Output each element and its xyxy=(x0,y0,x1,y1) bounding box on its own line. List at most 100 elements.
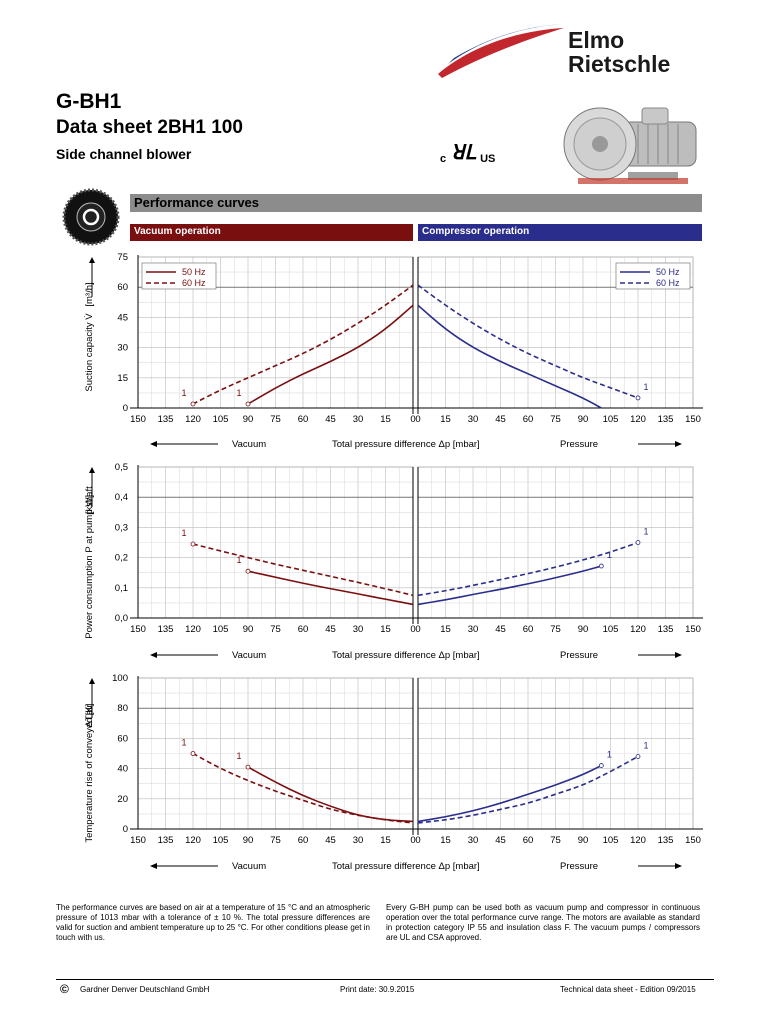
chart3-endpoint-label: 1 xyxy=(607,750,612,760)
brand-name: Elmo Rietschle xyxy=(568,28,670,76)
chart2-left-label: Vacuum xyxy=(232,650,266,661)
chart2-compressor-series-50hz xyxy=(417,565,602,606)
chart2-endpoint-label: 1 xyxy=(643,527,648,537)
chart2-x-tick-label-left: 75 xyxy=(270,624,281,635)
chart1-endpoint-marker xyxy=(245,401,251,407)
vacuum-operation-label: Vacuum operation xyxy=(134,226,221,237)
chart1-x-tick-label-right: 60 xyxy=(523,414,534,425)
chart1-pressure-arrow-head xyxy=(675,441,682,447)
chart3-x-tick-label-left: 30 xyxy=(353,835,364,846)
chart1-x-axis-title: Total pressure difference Δp [mbar] xyxy=(332,439,480,450)
chart3-vacuum-series-60hz xyxy=(192,752,414,824)
brand-line-2: Rietschle xyxy=(568,51,671,77)
chart2-y-tick-label: 0,4 xyxy=(115,492,128,503)
chart1-y-axis-title: Suction capacity V̇ [m³/h] xyxy=(84,282,95,391)
chart3-endpoint-label: 1 xyxy=(236,751,241,761)
footer-edition: Technical data sheet - Edition 09/2015 xyxy=(560,985,696,994)
chart1-x-tick-label-left: 60 xyxy=(298,414,309,425)
chart2-y-tick-label: 0,3 xyxy=(115,522,128,533)
chart1-x-tick-label-right: 120 xyxy=(630,414,646,425)
legend-box-vacuum xyxy=(141,262,217,290)
chart3-x-tick-label-right: 15 xyxy=(440,835,451,846)
chart2-vacuum-arrow-head xyxy=(150,652,157,658)
chart1-vacuum-series-60hz xyxy=(192,284,414,405)
chart2-x-tick-label-right: 150 xyxy=(685,624,701,635)
product-code: G-BH1 xyxy=(56,90,122,113)
compressor-operation-label: Compressor operation xyxy=(422,226,530,237)
chart2-y-tick-label: 0,2 xyxy=(115,553,128,564)
chart2-right-label: Pressure xyxy=(560,650,598,661)
chart2-x-tick-label-right: 15 xyxy=(440,624,451,635)
legend-label-vacuum: 60 Hz xyxy=(182,278,206,288)
chart1-x-tick-label-right: 0 xyxy=(415,414,420,425)
chart2-x-tick-label-right: 45 xyxy=(495,624,506,635)
chart2-y-tick-label: 0,1 xyxy=(115,583,128,594)
ul-symbol-icon: ꓤꓡ xyxy=(450,142,476,164)
chart1-left-label: Vacuum xyxy=(232,439,266,450)
chart2-endpoint-label: 1 xyxy=(236,555,241,565)
chart1-y-axis-title-part: [m³/h] xyxy=(84,282,95,306)
chart2-y-tick-label: 0,0 xyxy=(115,613,128,624)
chart1-y-axis-title-part: Suction capacity V̇ xyxy=(84,313,95,392)
chart2-pressure-arrow-head xyxy=(675,652,682,658)
chart1-x-tick-label-left: 150 xyxy=(130,414,146,425)
chart2-compressor-series-60hz xyxy=(417,541,639,597)
chart2-x-tick-label-right: 105 xyxy=(603,624,619,635)
chart3-x-axis-title: Total pressure difference Δp [mbar] xyxy=(332,861,480,872)
chart3-y-axis-title-part: Temperature rise of conveyed air xyxy=(84,704,95,842)
chart3-x-tick-label-left: 150 xyxy=(130,835,146,846)
brand-line-1: Elmo xyxy=(568,27,625,53)
chart3-x-tick-label-left: 90 xyxy=(243,835,254,846)
chart1-x-tick-label-left: 75 xyxy=(270,414,281,425)
chart2-y-axis-title: Power consumption P at pump shaft[kW] xyxy=(84,486,95,639)
chart3-x-tick-label-right: 30 xyxy=(468,835,479,846)
chart1-y-tick-label: 60 xyxy=(117,282,128,293)
chart3-x-tick-label-right: 45 xyxy=(495,835,506,846)
chart3-y-tick-label: 40 xyxy=(117,764,128,775)
chart1-compressor-series-50hz xyxy=(417,304,602,409)
chart3-endpoint-marker xyxy=(598,763,604,768)
chart3-y-axis-title: Temperature rise of conveyed airΔT[K] xyxy=(84,704,95,843)
chart2-x-tick-label-left: 45 xyxy=(325,624,336,635)
performance-curves-band xyxy=(130,194,702,212)
chart3-x-tick-label-right: 120 xyxy=(630,835,646,846)
chart2-x-tick-label-right: 0 xyxy=(415,624,420,635)
chart3-y-arrow-head xyxy=(89,678,95,684)
chart3-endpoint-label: 1 xyxy=(643,741,648,751)
chart2-endpoint-label: 1 xyxy=(607,550,612,560)
chart1-vacuum-series-50hz xyxy=(247,304,414,405)
chart1-x-tick-label-left: 105 xyxy=(213,414,229,425)
chart2-y-tick-label: 0,5 xyxy=(115,462,128,473)
chart1-x-tick-label-right: 15 xyxy=(440,414,451,425)
chart3-y-tick-label: 60 xyxy=(117,733,128,744)
legend-label-compressor: 60 Hz xyxy=(656,278,680,288)
chart3-x-tick-label-left: 75 xyxy=(270,835,281,846)
note-left: The performance curves are based on air … xyxy=(56,903,370,942)
chart1-vacuum-arrow-head xyxy=(150,441,157,447)
chart3-x-tick-label-left: 0 xyxy=(410,835,415,846)
chart1-x-tick-label-right: 30 xyxy=(468,414,479,425)
chart1-x-tick-label-right: 150 xyxy=(685,414,701,425)
chart2-x-tick-label-left: 15 xyxy=(380,624,391,635)
chart2-x-tick-label-left: 60 xyxy=(298,624,309,635)
chart1-x-tick-label-right: 45 xyxy=(495,414,506,425)
chart1-endpoint-label: 1 xyxy=(236,388,241,398)
note-right: Every G-BH pump can be used both as vacu… xyxy=(386,903,700,942)
chart3-x-tick-label-left: 135 xyxy=(158,835,174,846)
chart3-vacuum-arrow-head xyxy=(150,863,157,869)
chart1-x-tick-label-left: 30 xyxy=(353,414,364,425)
chart3-x-tick-label-left: 45 xyxy=(325,835,336,846)
chart1-y-tick-label: 15 xyxy=(117,373,128,384)
chart2-endpoint-marker xyxy=(245,568,251,574)
chart1-endpoint-label: 1 xyxy=(181,388,186,398)
chart3-vacuum-series-50hz xyxy=(247,766,414,823)
chart2-endpoint-marker xyxy=(190,541,196,547)
chart2-x-tick-label-right: 90 xyxy=(578,624,589,635)
chart1-x-tick-label-left: 120 xyxy=(185,414,201,425)
ul-certification-mark: c ꓤꓡ US xyxy=(440,140,495,165)
chart1-x-tick-label-left: 15 xyxy=(380,414,391,425)
cert-prefix: c xyxy=(440,153,447,165)
chart3-x-tick-label-right: 75 xyxy=(550,835,561,846)
chart2-y-axis-title-part: Power consumption P at pump shaft xyxy=(84,486,95,639)
